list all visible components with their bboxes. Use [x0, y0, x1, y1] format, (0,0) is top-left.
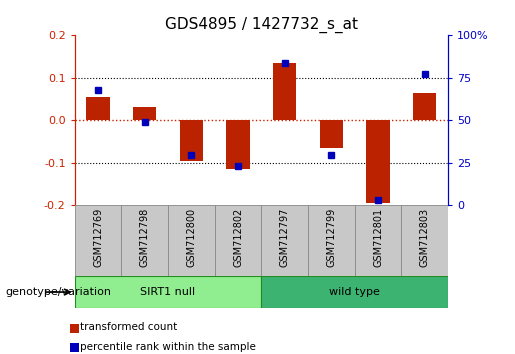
Bar	[273, 63, 296, 120]
Bar	[168, 205, 215, 276]
Bar	[320, 120, 343, 148]
Bar	[122, 205, 168, 276]
Text: transformed count: transformed count	[80, 322, 177, 332]
Text: genotype/variation: genotype/variation	[5, 287, 111, 297]
Text: wild type: wild type	[329, 287, 380, 297]
Text: percentile rank within the sample: percentile rank within the sample	[80, 342, 256, 352]
Text: GSM712803: GSM712803	[420, 207, 430, 267]
Bar	[413, 93, 436, 120]
Bar	[355, 205, 401, 276]
Bar	[75, 205, 122, 276]
Bar	[261, 276, 448, 308]
Bar	[308, 205, 355, 276]
Bar	[180, 120, 203, 161]
Bar	[261, 205, 308, 276]
Text: GSM712799: GSM712799	[327, 207, 336, 267]
Title: GDS4895 / 1427732_s_at: GDS4895 / 1427732_s_at	[165, 16, 358, 33]
Bar	[133, 107, 157, 120]
Bar	[75, 276, 261, 308]
Bar	[227, 120, 250, 169]
Text: GSM712802: GSM712802	[233, 207, 243, 267]
Bar	[401, 205, 448, 276]
Text: GSM712801: GSM712801	[373, 207, 383, 267]
Text: GSM712769: GSM712769	[93, 207, 103, 267]
Text: GSM712800: GSM712800	[186, 207, 196, 267]
Bar	[87, 97, 110, 120]
Text: GSM712797: GSM712797	[280, 207, 290, 267]
Bar	[366, 120, 390, 203]
Text: SIRT1 null: SIRT1 null	[141, 287, 196, 297]
Bar	[215, 205, 261, 276]
Text: GSM712798: GSM712798	[140, 207, 150, 267]
